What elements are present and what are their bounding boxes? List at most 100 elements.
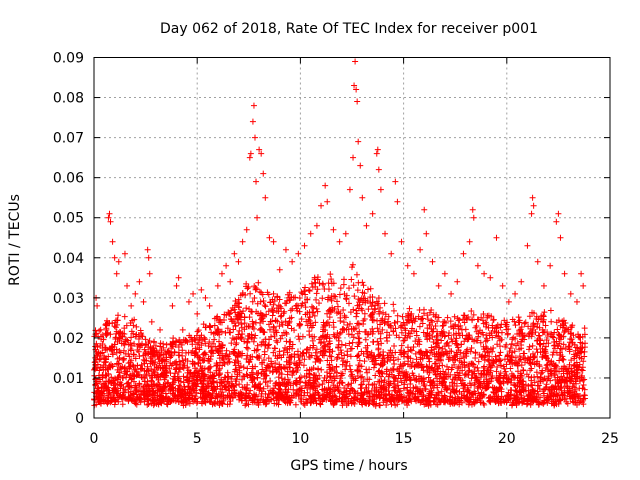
data-point (146, 270, 153, 277)
data-point (426, 355, 433, 362)
data-point (173, 282, 180, 289)
data-point (255, 381, 262, 388)
data-point (275, 374, 282, 381)
data-point (560, 356, 567, 363)
data-point (243, 305, 250, 312)
data-point (366, 366, 373, 373)
data-point (251, 134, 258, 141)
data-point (501, 317, 508, 324)
data-point (200, 381, 207, 388)
data-point (462, 381, 469, 388)
data-point (391, 319, 398, 326)
data-point (376, 402, 383, 409)
data-point (326, 346, 333, 353)
data-point (573, 344, 580, 351)
data-point (331, 384, 338, 391)
data-point (256, 312, 263, 319)
data-point (348, 380, 355, 387)
y-axis-label: ROTI / TECUs (7, 194, 23, 286)
data-point (253, 286, 260, 293)
data-point (390, 366, 397, 373)
data-point (241, 320, 248, 327)
data-point (529, 194, 536, 201)
data-point (556, 397, 563, 404)
data-point (144, 401, 151, 408)
data-point (296, 336, 303, 343)
data-point (467, 348, 474, 355)
data-point (477, 383, 484, 390)
data-point (395, 356, 402, 363)
data-point (308, 352, 315, 359)
data-point (320, 319, 327, 326)
data-point (499, 282, 506, 289)
data-point (420, 367, 427, 374)
data-point (264, 383, 271, 390)
data-point (260, 375, 267, 382)
data-point (395, 385, 402, 392)
data-point (370, 398, 377, 405)
data-point (440, 322, 447, 329)
data-point (480, 311, 487, 318)
data-point (283, 380, 290, 387)
data-point (229, 335, 236, 342)
data-point (391, 342, 398, 349)
data-point (113, 270, 120, 277)
data-point (399, 313, 406, 320)
data-point (179, 326, 186, 333)
data-point (398, 329, 405, 336)
data-point (537, 336, 544, 343)
x-axis-label: GPS time / hours (290, 458, 407, 474)
data-point (193, 400, 200, 407)
data-point (536, 324, 543, 331)
data-point (118, 340, 125, 347)
data-point (126, 353, 133, 360)
data-point (175, 274, 182, 281)
data-point (409, 359, 416, 366)
data-point (465, 335, 472, 342)
data-point (273, 337, 280, 344)
data-point (96, 367, 103, 374)
data-point (478, 389, 485, 396)
data-point (319, 280, 326, 287)
data-point (383, 402, 390, 409)
data-point (472, 349, 479, 356)
data-point (111, 254, 118, 261)
data-point (131, 340, 138, 347)
data-point (477, 399, 484, 406)
data-point (364, 369, 371, 376)
data-point (355, 362, 362, 369)
data-point (226, 358, 233, 365)
data-point (99, 371, 106, 378)
data-point (274, 339, 281, 346)
data-point (376, 401, 383, 408)
data-point (429, 258, 436, 265)
data-point (270, 349, 277, 356)
data-point (375, 341, 382, 348)
data-point (266, 341, 273, 348)
data-point (423, 230, 430, 237)
data-point (173, 358, 180, 365)
data-point (345, 381, 352, 388)
data-point (266, 234, 273, 241)
data-point (347, 390, 354, 397)
data-point (286, 361, 293, 368)
data-point (201, 334, 208, 341)
data-point (309, 284, 316, 291)
data-point (314, 286, 321, 293)
data-point (281, 376, 288, 383)
data-point (265, 321, 272, 328)
data-point (301, 242, 308, 249)
data-point (498, 321, 505, 328)
data-point (407, 381, 414, 388)
data-point (433, 371, 440, 378)
data-point (195, 359, 202, 366)
data-point (405, 316, 412, 323)
data-point (480, 320, 487, 327)
data-point (115, 373, 122, 380)
data-point (459, 316, 466, 323)
data-point (318, 202, 325, 209)
data-point (512, 342, 519, 349)
data-point (179, 352, 186, 359)
data-point (206, 302, 213, 309)
data-point (354, 396, 361, 403)
